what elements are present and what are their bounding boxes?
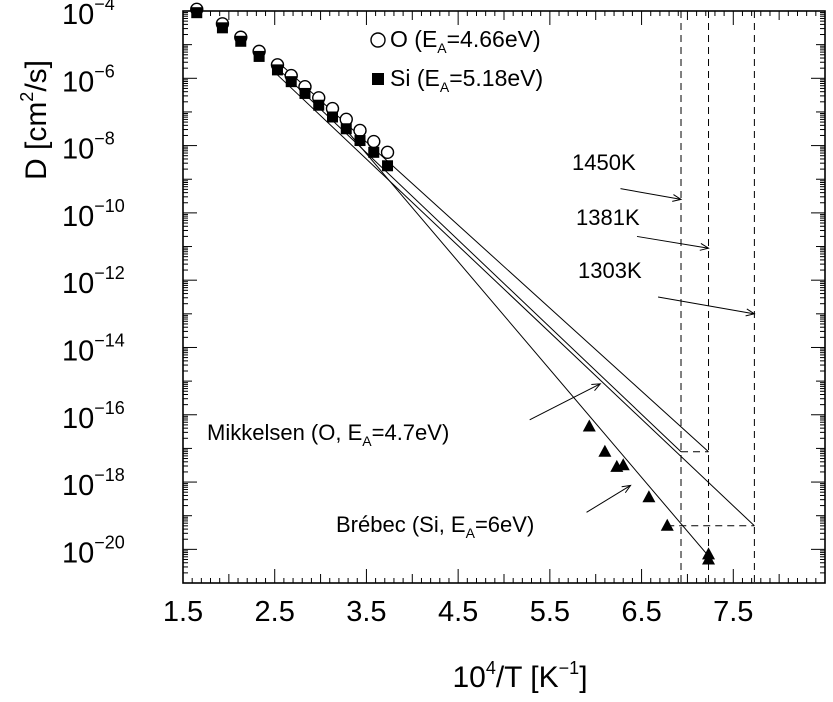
point-filled-triangle <box>616 458 630 471</box>
point-filled-square <box>354 135 366 147</box>
point-filled-square <box>326 111 338 123</box>
fit-line <box>277 74 755 527</box>
y-axis-title: D [cm2/s] <box>17 60 53 180</box>
y-tick-label: 10−18 <box>62 465 125 502</box>
x-tick-labels: 1.5 2.5 3.5 4.5 5.5 6.5 7.5 <box>163 596 754 628</box>
annotation-arrow <box>657 296 755 315</box>
annotation-label: Brébec (Si, EA=6eV) <box>336 512 534 541</box>
point-filled-triangle <box>642 490 656 503</box>
fit-line <box>347 131 709 557</box>
point-filled-square <box>191 7 203 19</box>
legend-marker-open-circle <box>370 32 386 48</box>
point-filled-square <box>299 87 311 99</box>
fit-lines <box>277 61 755 557</box>
arrow-head <box>699 242 710 251</box>
y-tick-label: 10−20 <box>62 532 125 569</box>
annotations: 1450K 1381K 1303K Mikkelsen (O, EA=4.7eV) Br… <box>207 150 756 541</box>
x-tick-label: 3.5 <box>346 596 386 628</box>
point-filled-square <box>340 123 352 135</box>
x-tick-label: 6.5 <box>621 596 661 628</box>
annotation-arrow <box>586 484 631 513</box>
x-tick-label: 1.5 <box>163 596 203 628</box>
x-tick-label: 4.5 <box>438 596 478 628</box>
point-filled-square <box>368 146 380 158</box>
point-filled-square <box>313 99 325 111</box>
point-open-circle <box>367 134 381 149</box>
arrow-head <box>672 194 683 202</box>
y-tick-label: 10−10 <box>62 196 125 233</box>
legend-label: O (EA=4.66eV) <box>390 26 541 56</box>
annotation-arrow <box>620 188 682 200</box>
x-tick-label: 2.5 <box>255 596 295 628</box>
point-filled-square <box>253 50 265 62</box>
arrow-head <box>745 308 756 317</box>
arrow-head <box>591 383 602 392</box>
y-tick-label: 10−8 <box>62 129 115 166</box>
y-tick-label: 10−4 <box>62 0 115 31</box>
legend-label: Si (EA=5.18eV) <box>390 65 543 95</box>
point-filled-square <box>271 64 283 76</box>
annotation-label: 1381K <box>576 205 640 230</box>
annotation-label: Mikkelsen (O, EA=4.7eV) <box>207 420 449 449</box>
x-tick-label: 7.5 <box>713 596 753 628</box>
arrow-head <box>621 484 632 494</box>
legend-marker-filled-square <box>372 73 384 85</box>
annotation-arrow <box>529 383 601 421</box>
temperature-dashed-lines <box>667 11 755 583</box>
y-tick-labels: 10−4 10−6 10−8 10−10 10−12 10−14 10−16 10−18 10−… <box>62 0 125 569</box>
point-filled-triangle <box>598 444 612 457</box>
point-filled-triangle <box>660 518 674 531</box>
y-tick-label: 10−16 <box>62 398 125 435</box>
point-filled-square <box>216 22 228 34</box>
y-tick-label: 10−12 <box>62 263 125 300</box>
point-filled-square <box>285 76 297 88</box>
annotation-label: 1450K <box>572 150 636 175</box>
axis-ticks <box>182 11 826 584</box>
point-filled-triangle <box>582 419 596 432</box>
x-axis-title: 104/T [K−1] <box>452 658 587 694</box>
y-tick-label: 10−6 <box>62 61 115 98</box>
point-open-circle <box>380 145 395 160</box>
point-open-circle <box>353 123 367 138</box>
annotation-arrow <box>636 235 709 249</box>
point-filled-triangle <box>702 552 716 565</box>
plot-frame <box>182 10 826 584</box>
data-points <box>190 2 716 565</box>
point-filled-square <box>382 160 394 172</box>
y-tick-label: 10−14 <box>62 330 125 367</box>
point-filled-square <box>235 35 247 47</box>
legend: O (EA=4.66eV) Si (EA=5.18eV) <box>370 26 543 95</box>
annotation-label: 1303K <box>578 258 642 283</box>
x-tick-label: 5.5 <box>530 596 570 628</box>
